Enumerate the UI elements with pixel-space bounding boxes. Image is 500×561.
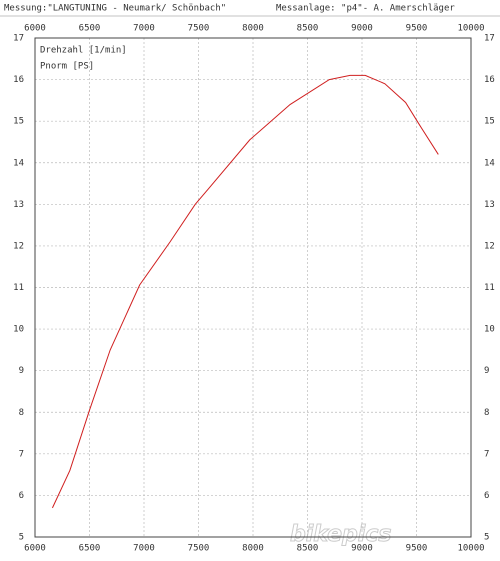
- y-tick-label: 10: [13, 325, 24, 335]
- x-tick-label: 6000: [24, 24, 46, 34]
- data-line: [51, 74, 439, 509]
- y-axis-label: Pnorm [PS]: [40, 62, 94, 72]
- y-tick-label: 16: [13, 75, 24, 85]
- x-tick-label: 10000: [457, 24, 484, 34]
- y-tick-label: 8: [19, 408, 24, 418]
- x-tick-label: 6000: [24, 544, 46, 554]
- y-tick-label: 8: [484, 408, 489, 418]
- watermark: bikepics: [290, 522, 391, 547]
- x-tick-label: 8500: [297, 544, 319, 554]
- x-tick-label: 10000: [457, 544, 484, 554]
- y-tick-label: 6: [484, 491, 489, 501]
- y-tick-label: 10: [484, 325, 495, 335]
- x-tick-label: 7500: [188, 24, 210, 34]
- chart-subtitle: Messanlage: "p4"- A. Amerschläger: [276, 4, 455, 14]
- y-tick-label: 16: [484, 75, 495, 85]
- y-tick-label: 5: [484, 533, 489, 543]
- x-tick-label: 7000: [133, 544, 155, 554]
- x-tick-label: 6500: [79, 544, 101, 554]
- y-tick-label: 6: [19, 491, 24, 501]
- y-tick-label: 17: [13, 34, 24, 44]
- y-tick-label: 14: [484, 158, 495, 168]
- y-tick-label: 11: [484, 283, 495, 293]
- y-tick-label: 7: [484, 449, 489, 459]
- x-axis-label: Drehzahl [1/min]: [40, 46, 127, 56]
- y-tick-label: 13: [484, 200, 495, 210]
- y-tick-label: 17: [484, 34, 495, 44]
- chart-title: Messung:"LANGTUNING - Neumark/ Schönbach…: [4, 4, 226, 14]
- y-tick-label: 7: [19, 449, 24, 459]
- y-tick-label: 12: [13, 241, 24, 251]
- x-tick-label: 8000: [242, 544, 264, 554]
- x-tick-label: 7500: [188, 544, 210, 554]
- y-tick-label: 9: [19, 366, 24, 376]
- x-tick-label: 9500: [406, 544, 428, 554]
- y-tick-label: 14: [13, 158, 24, 168]
- x-tick-label: 9000: [351, 24, 373, 34]
- y-tick-label: 5: [19, 533, 24, 543]
- x-tick-label: 9500: [406, 24, 428, 34]
- y-tick-label: 9: [484, 366, 489, 376]
- y-tick-label: 12: [484, 241, 495, 251]
- x-tick-label: 6500: [79, 24, 101, 34]
- plot-frame: [34, 37, 472, 538]
- x-tick-label: 9000: [351, 544, 373, 554]
- y-tick-label: 15: [13, 117, 24, 127]
- y-tick-label: 15: [484, 117, 495, 127]
- x-tick-label: 8500: [297, 24, 319, 34]
- y-tick-label: 13: [13, 200, 24, 210]
- y-tick-label: 11: [13, 283, 24, 293]
- x-tick-label: 8000: [242, 24, 264, 34]
- x-tick-label: 7000: [133, 24, 155, 34]
